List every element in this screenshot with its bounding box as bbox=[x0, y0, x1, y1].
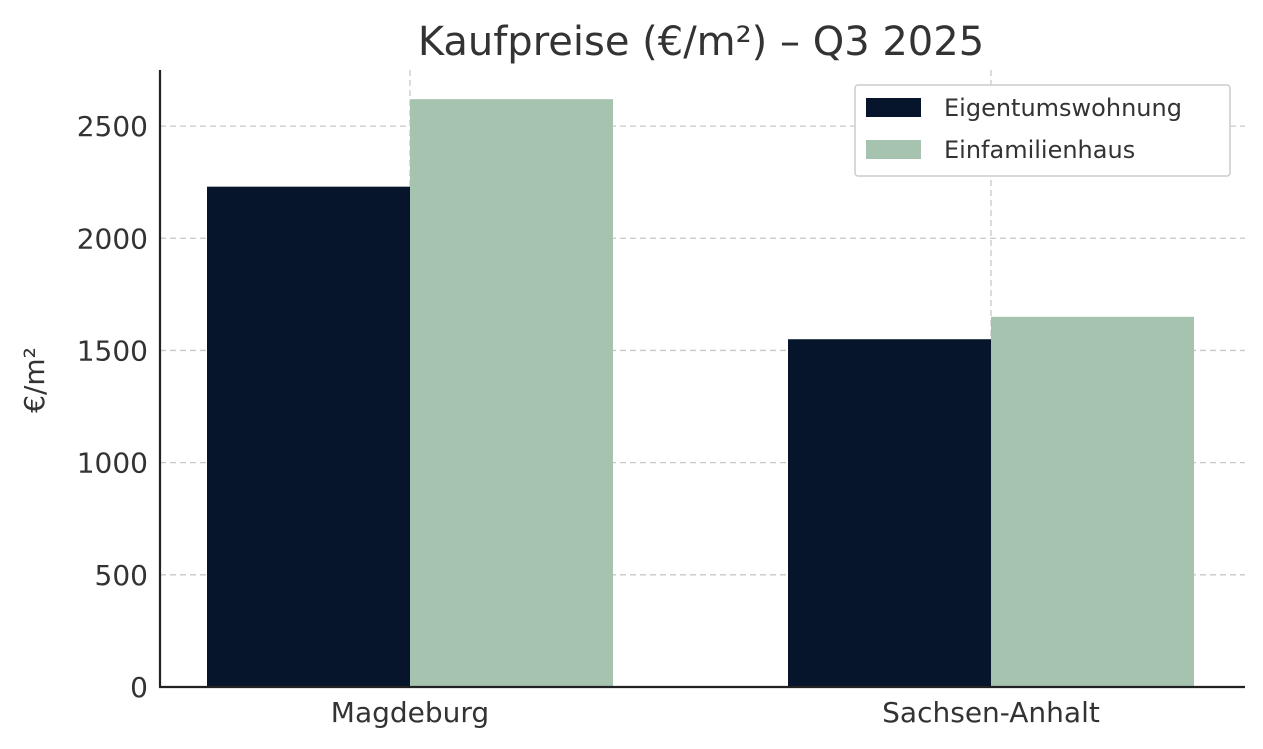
y-tick-label: 2500 bbox=[77, 110, 148, 143]
bar-magdeburg-einfamilienhaus bbox=[410, 99, 613, 687]
bar-sachsen-anhalt-einfamilienhaus bbox=[991, 316, 1194, 687]
legend-frame bbox=[854, 84, 1231, 177]
y-tick-label: 500 bbox=[95, 559, 148, 592]
y-tick-label: 1000 bbox=[77, 447, 148, 480]
legend-label-einfamilienhaus: Einfamilienhaus bbox=[944, 136, 1135, 164]
chart-title: Kaufpreise (€/m²) – Q3 2025 bbox=[418, 19, 984, 65]
y-tick-labels: 0 500 1000 1500 2000 2500 bbox=[77, 110, 148, 704]
bars bbox=[207, 99, 1194, 687]
y-tick-label: 1500 bbox=[77, 334, 148, 367]
legend: Eigentumswohnung Einfamilienhaus bbox=[854, 84, 1231, 177]
legend-swatch-eigentumswohnung bbox=[866, 98, 921, 117]
y-axis-label: €/m² bbox=[18, 347, 51, 413]
bar-magdeburg-eigentumswohnung bbox=[207, 186, 410, 687]
axes bbox=[158, 70, 1245, 689]
x-tick-label-sachsen-anhalt: Sachsen-Anhalt bbox=[882, 696, 1100, 729]
x-tick-labels: Magdeburg Sachsen-Anhalt bbox=[331, 696, 1100, 729]
legend-swatch-einfamilienhaus bbox=[866, 140, 921, 159]
legend-label-eigentumswohnung: Eigentumswohnung bbox=[944, 94, 1182, 122]
bar-sachsen-anhalt-eigentumswohnung bbox=[788, 339, 991, 687]
y-tick-label: 0 bbox=[130, 671, 148, 704]
y-tick-label: 2000 bbox=[77, 222, 148, 255]
x-tick-label-magdeburg: Magdeburg bbox=[331, 696, 489, 729]
